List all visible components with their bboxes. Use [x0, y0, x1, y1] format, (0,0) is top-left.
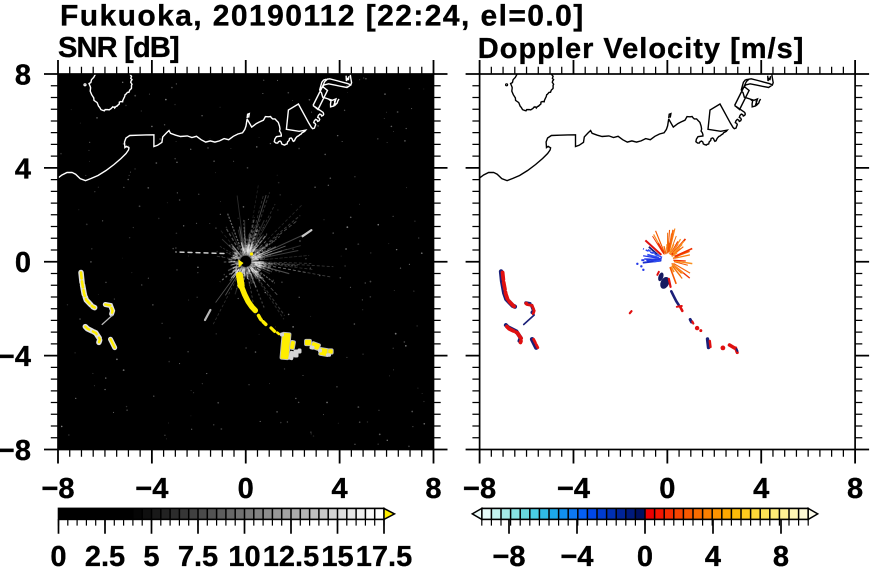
- svg-text:−4: −4: [0, 341, 31, 373]
- svg-text:0: 0: [50, 541, 66, 570]
- svg-text:0: 0: [15, 247, 31, 279]
- svg-text:5: 5: [143, 541, 159, 570]
- svg-text:−4: −4: [560, 541, 593, 570]
- svg-text:Fukuoka, 20190112 [22:24, el=0: Fukuoka, 20190112 [22:24, el=0.0]: [60, 0, 585, 32]
- svg-text:−8: −8: [463, 473, 496, 505]
- svg-text:−8: −8: [41, 473, 74, 505]
- svg-text:7.5: 7.5: [178, 541, 218, 570]
- svg-text:4: 4: [332, 473, 348, 505]
- svg-text:−8: −8: [0, 435, 31, 467]
- svg-text:4: 4: [705, 541, 721, 570]
- svg-text:4: 4: [753, 473, 769, 505]
- svg-text:12.5: 12.5: [263, 541, 319, 570]
- svg-text:8: 8: [773, 541, 789, 570]
- svg-text:15: 15: [321, 541, 353, 570]
- svg-text:4: 4: [15, 153, 31, 185]
- svg-text:8: 8: [15, 59, 31, 91]
- svg-text:−4: −4: [135, 473, 168, 505]
- svg-text:Doppler Velocity [m/s]: Doppler Velocity [m/s]: [478, 33, 805, 65]
- svg-text:−8: −8: [492, 541, 525, 570]
- svg-text:−4: −4: [557, 473, 590, 505]
- svg-text:0: 0: [637, 541, 653, 570]
- svg-text:10: 10: [228, 541, 260, 570]
- svg-text:17.5: 17.5: [356, 541, 412, 570]
- svg-text:0: 0: [659, 473, 675, 505]
- svg-text:SNR [dB]: SNR [dB]: [58, 32, 179, 64]
- svg-text:8: 8: [847, 473, 863, 505]
- svg-text:2.5: 2.5: [85, 541, 125, 570]
- svg-text:8: 8: [425, 473, 441, 505]
- svg-text:0: 0: [238, 473, 254, 505]
